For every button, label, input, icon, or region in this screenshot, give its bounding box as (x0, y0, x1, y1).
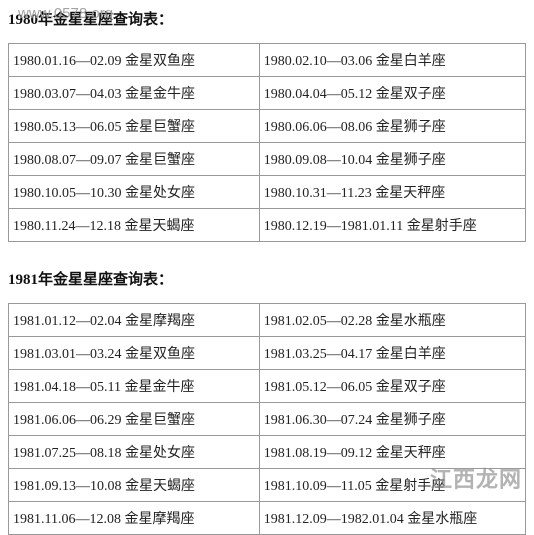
cell: 1980.02.10—03.06 金星白羊座 (259, 44, 525, 77)
cell: 1980.03.07—04.03 金星金牛座 (9, 77, 260, 110)
cell: 1981.07.25—08.18 金星处女座 (9, 436, 260, 469)
table-row: 1980.11.24—12.18 金星天蝎座 1980.12.19—1981.0… (9, 209, 526, 242)
table-row: 1980.03.07—04.03 金星金牛座 1980.04.04—05.12 … (9, 77, 526, 110)
cell: 1980.10.31—11.23 金星天秤座 (259, 176, 525, 209)
cell: 1981.10.09—11.05 金星射手座 (259, 469, 525, 502)
cell: 1980.06.06—08.06 金星狮子座 (259, 110, 525, 143)
cell: 1981.05.12—06.05 金星双子座 (259, 370, 525, 403)
cell: 1980.12.19—1981.01.11 金星射手座 (259, 209, 525, 242)
table-row: 1981.09.13—10.08 金星天蝎座 1981.10.09—11.05 … (9, 469, 526, 502)
table-row: 1981.07.25—08.18 金星处女座 1981.08.19—09.12 … (9, 436, 526, 469)
cell: 1981.11.06—12.08 金星摩羯座 (9, 502, 260, 535)
cell: 1981.06.30—07.24 金星狮子座 (259, 403, 525, 436)
cell: 1981.04.18—05.11 金星金牛座 (9, 370, 260, 403)
table-1981: 1981.01.12—02.04 金星摩羯座 1981.02.05—02.28 … (8, 303, 526, 535)
cell: 1981.08.19—09.12 金星天秤座 (259, 436, 525, 469)
cell: 1981.02.05—02.28 金星水瓶座 (259, 304, 525, 337)
table-row: 1980.08.07—09.07 金星巨蟹座 1980.09.08—10.04 … (9, 143, 526, 176)
cell: 1980.09.08—10.04 金星狮子座 (259, 143, 525, 176)
table-row: 1981.04.18—05.11 金星金牛座 1981.05.12—06.05 … (9, 370, 526, 403)
table-1980: 1980.01.16—02.09 金星双鱼座 1980.02.10—03.06 … (8, 43, 526, 242)
table-row: 1981.11.06—12.08 金星摩羯座 1981.12.09—1982.0… (9, 502, 526, 535)
cell: 1980.10.05—10.30 金星处女座 (9, 176, 260, 209)
table-row: 1981.06.06—06.29 金星巨蟹座 1981.06.30—07.24 … (9, 403, 526, 436)
cell: 1980.08.07—09.07 金星巨蟹座 (9, 143, 260, 176)
cell: 1981.03.01—03.24 金星双鱼座 (9, 337, 260, 370)
heading-1981: 1981年金星星座查询表： (8, 260, 526, 303)
table-row: 1981.01.12—02.04 金星摩羯座 1981.02.05—02.28 … (9, 304, 526, 337)
cell: 1980.11.24—12.18 金星天蝎座 (9, 209, 260, 242)
table-row: 1980.10.05—10.30 金星处女座 1980.10.31—11.23 … (9, 176, 526, 209)
cell: 1981.09.13—10.08 金星天蝎座 (9, 469, 260, 502)
cell: 1980.01.16—02.09 金星双鱼座 (9, 44, 260, 77)
cell: 1980.05.13—06.05 金星巨蟹座 (9, 110, 260, 143)
cell: 1981.12.09—1982.01.04 金星水瓶座 (259, 502, 525, 535)
table-row: 1981.03.01—03.24 金星双鱼座 1981.03.25—04.17 … (9, 337, 526, 370)
cell: 1980.04.04—05.12 金星双子座 (259, 77, 525, 110)
cell: 1981.06.06—06.29 金星巨蟹座 (9, 403, 260, 436)
table-row: 1980.05.13—06.05 金星巨蟹座 1980.06.06—08.06 … (9, 110, 526, 143)
heading-1980: 1980年金星星座查询表： (8, 0, 526, 43)
cell: 1981.01.12—02.04 金星摩羯座 (9, 304, 260, 337)
cell: 1981.03.25—04.17 金星白羊座 (259, 337, 525, 370)
table-row: 1980.01.16—02.09 金星双鱼座 1980.02.10—03.06 … (9, 44, 526, 77)
